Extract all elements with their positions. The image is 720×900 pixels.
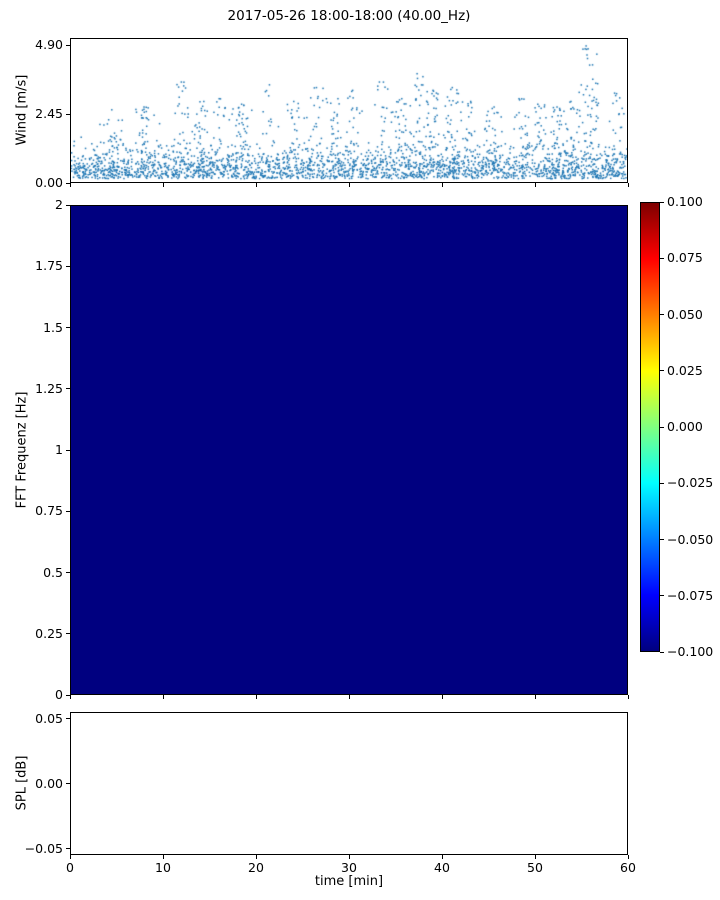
colorbar [640, 202, 660, 652]
x-tick-label: 0 [66, 860, 74, 875]
tick-label: 0.75 [35, 503, 63, 519]
colorbar-tick-label: −0.100 [667, 644, 714, 660]
tick-label: 1.25 [35, 380, 63, 396]
tick-mark [255, 183, 257, 187]
tick-mark [627, 695, 629, 699]
tick-mark [162, 183, 164, 187]
tick-mark [69, 855, 71, 859]
tick-mark [441, 855, 443, 859]
x-tick-label: 50 [527, 860, 543, 875]
x-tick-label: 10 [155, 860, 171, 875]
tick-mark [660, 314, 664, 315]
tick-mark [660, 201, 664, 203]
colorbar-tick-label: −0.025 [667, 475, 714, 491]
tick-mark [348, 855, 350, 859]
wind-y-axis-label: Wind [m/s] [14, 74, 30, 146]
wind-scatter-canvas [71, 39, 627, 182]
x-tick-label: 60 [620, 860, 636, 875]
colorbar-tick-label: 0.025 [667, 362, 703, 378]
colorbar-tick-label: 0.100 [667, 194, 703, 210]
colorbar-tick-label: −0.050 [667, 531, 714, 547]
tick-mark [441, 183, 443, 187]
tick-label: 0.25 [35, 625, 63, 641]
tick-label: 0.00 [35, 175, 63, 191]
tick-label: 0.5 [43, 564, 63, 580]
tick-label: −0.05 [24, 840, 63, 856]
colorbar-tick-label: 0.050 [667, 306, 703, 322]
fft-y-axis-label: FFT Frequenz [Hz] [14, 391, 30, 509]
tick-mark [660, 426, 664, 428]
tick-label: 0.05 [35, 710, 63, 726]
x-axis-label: time [min] [314, 874, 384, 889]
x-tick-label: 20 [248, 860, 264, 875]
colorbar-tick-label: 0.075 [667, 250, 703, 266]
spl-y-axis-label: SPL [dB] [14, 755, 30, 811]
tick-mark [162, 855, 164, 859]
colorbar-tick-label: 0.000 [667, 419, 703, 435]
tick-label: 4.90 [35, 37, 63, 53]
tick-mark [255, 695, 257, 699]
tick-mark [69, 695, 71, 699]
tick-label: 1.75 [35, 258, 63, 274]
tick-mark [627, 183, 629, 187]
tick-mark [660, 370, 664, 372]
tick-label: 2 [55, 197, 63, 213]
tick-label: 1 [55, 442, 63, 458]
tick-mark [660, 257, 664, 259]
tick-label: 0 [55, 687, 63, 703]
x-tick-label: 30 [341, 860, 357, 875]
tick-mark [534, 695, 536, 699]
tick-mark [69, 183, 71, 187]
tick-label: 0.00 [35, 775, 63, 791]
spl-plot-area [70, 712, 628, 855]
chart-title: 2017-05-26 18:00-18:00 (40.00_Hz) [227, 8, 471, 24]
tick-mark [660, 482, 664, 484]
wind-plot-area [70, 38, 628, 183]
tick-mark [660, 595, 664, 597]
tick-mark [660, 651, 664, 653]
tick-mark [348, 695, 350, 699]
x-tick-label: 40 [434, 860, 450, 875]
spectrogram-area [70, 205, 628, 695]
tick-mark [162, 695, 164, 699]
colorbar-tick-label: −0.075 [667, 587, 714, 603]
tick-label: 2.45 [35, 106, 63, 122]
tick-mark [534, 183, 536, 187]
tick-mark [348, 183, 350, 187]
tick-mark [660, 539, 664, 540]
tick-mark [627, 855, 629, 859]
tick-mark [255, 855, 257, 859]
tick-label: 1.5 [43, 319, 63, 335]
tick-mark [534, 855, 536, 859]
tick-mark [441, 695, 443, 699]
